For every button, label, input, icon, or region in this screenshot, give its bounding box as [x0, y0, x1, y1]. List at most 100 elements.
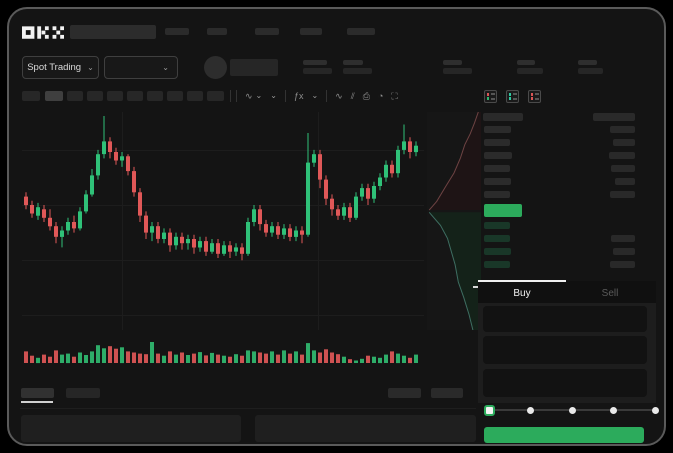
- fullscreen-icon[interactable]: ⛶: [391, 91, 397, 102]
- slider-stop-50[interactable]: [568, 406, 576, 414]
- indicators-icon[interactable]: ƒx: [294, 91, 304, 101]
- chevron-down-icon: ⌄: [255, 91, 263, 100]
- bottom-panel-2: [255, 415, 476, 442]
- ask-amount-placeholder: [609, 152, 635, 159]
- stat-value-placeholder-2: [343, 68, 372, 74]
- bid-price-placeholder[interactable]: [484, 222, 510, 229]
- depth-chart[interactable]: [427, 112, 481, 330]
- orderbook-layout-bids-icon[interactable]: [506, 90, 519, 103]
- gridline: [318, 112, 319, 330]
- slider-stop-75[interactable]: [610, 406, 617, 414]
- nav-item-placeholder-1[interactable]: [165, 28, 189, 35]
- nav-item-placeholder-2[interactable]: [207, 28, 227, 35]
- toolbar-divider: [284, 90, 286, 102]
- candlestick-chart[interactable]: [20, 110, 426, 368]
- orderbook-last-price[interactable]: [484, 204, 522, 217]
- icon-mark: [535, 93, 539, 95]
- nav-item-placeholder-3[interactable]: [255, 28, 279, 35]
- ask-price-placeholder[interactable]: [484, 178, 511, 185]
- timeframe-pill-5[interactable]: [107, 91, 123, 101]
- fullscreen-icon: ⛶: [391, 90, 398, 101]
- gridline: [22, 205, 424, 206]
- timeframe-pill-9[interactable]: [187, 91, 203, 101]
- buy-submit-button[interactable]: [484, 427, 644, 443]
- chart-style-icon: ∿: [245, 90, 253, 101]
- chart-style-icon[interactable]: ∿ ⌄: [245, 91, 262, 102]
- indicator-menu-icon[interactable]: ⌄: [311, 92, 318, 100]
- amount-input[interactable]: [483, 336, 647, 364]
- timeframe-pill-3[interactable]: [67, 91, 83, 101]
- icon-mark: [491, 93, 495, 95]
- bid-price-placeholder[interactable]: [484, 248, 511, 255]
- stat-value-placeholder-3: [443, 68, 472, 74]
- tab-buy[interactable]: Buy: [513, 288, 531, 299]
- orderbook-col-price-placeholder: [483, 113, 523, 121]
- bid-price-placeholder[interactable]: [484, 261, 510, 268]
- bottom-action-placeholder-1[interactable]: [388, 388, 421, 398]
- bid-amount-placeholder: [613, 248, 635, 255]
- icon-mark: [509, 97, 511, 100]
- pair-title-placeholder: [230, 59, 278, 76]
- ask-amount-placeholder: [610, 191, 635, 198]
- toolbar-divider: [236, 90, 237, 102]
- total-input[interactable]: [483, 369, 647, 397]
- okx-logo[interactable]: [22, 26, 64, 40]
- bid-price-placeholder[interactable]: [484, 235, 510, 242]
- ask-price-placeholder[interactable]: [484, 165, 510, 172]
- price-input[interactable]: [483, 306, 647, 332]
- bottom-tab-2[interactable]: [66, 388, 100, 398]
- orderbook-layout-asks-icon[interactable]: [528, 90, 541, 103]
- pair-selector[interactable]: ⌄: [104, 56, 178, 79]
- nav-item-placeholder-4[interactable]: [300, 28, 322, 35]
- app-title-placeholder: [70, 25, 156, 39]
- icon-mark: [531, 97, 533, 100]
- ask-amount-placeholder: [610, 126, 635, 133]
- trendline-tool-icon: ∿: [335, 90, 343, 101]
- ask-amount-placeholder: [613, 139, 635, 146]
- timeframe-pill-4[interactable]: [87, 91, 103, 101]
- interval-menu-icon[interactable]: ⌄: [270, 92, 277, 100]
- timeframe-pill-6[interactable]: [127, 91, 143, 101]
- nav-item-placeholder-5[interactable]: [347, 28, 375, 35]
- slider-handle[interactable]: [483, 404, 495, 416]
- gridline: [22, 315, 424, 316]
- ask-price-placeholder[interactable]: [484, 191, 510, 198]
- chevron-down-icon: ⌄: [162, 62, 169, 72]
- ask-price-placeholder[interactable]: [484, 152, 512, 159]
- ask-price-placeholder[interactable]: [484, 126, 511, 133]
- bottom-tab-1[interactable]: [21, 388, 54, 398]
- icon-mark: [509, 93, 511, 96]
- timeframe-pill-10[interactable]: [207, 91, 224, 101]
- stat-value-placeholder-5: [578, 68, 603, 74]
- timeframe-pill-7[interactable]: [147, 91, 163, 101]
- slider-stop-100[interactable]: [651, 406, 659, 414]
- chevron-down-icon: ⌄: [270, 91, 277, 100]
- timeframe-pill-8[interactable]: [167, 91, 183, 101]
- market-type-selector[interactable]: Spot Trading ⌄: [22, 56, 99, 79]
- bottom-divider: [20, 408, 476, 409]
- gridline: [22, 150, 424, 151]
- icon-mark: [487, 97, 489, 100]
- tab-sell[interactable]: Sell: [601, 288, 619, 299]
- slider-stop-25[interactable]: [527, 406, 534, 414]
- bottom-panel-1: [21, 415, 241, 442]
- gridline: [22, 260, 424, 261]
- orderbook-layout-both-icon[interactable]: [484, 90, 497, 103]
- trendline-tool-icon[interactable]: ∿: [335, 91, 343, 102]
- bottom-action-placeholder-2[interactable]: [431, 388, 463, 398]
- screenshot-icon[interactable]: ⎙: [363, 91, 370, 102]
- ask-price-placeholder[interactable]: [484, 139, 510, 146]
- chevron-down-icon: ⌄: [87, 62, 94, 72]
- settings-icon[interactable]: ◔: [378, 91, 383, 101]
- stat-label-placeholder-4: [517, 60, 535, 65]
- timeframe-pill-1[interactable]: [22, 91, 40, 101]
- bid-amount-placeholder: [611, 235, 635, 242]
- chart-tools: ∿ ⌄ ⌄ ƒx ⌄ ∿ ⫽ ⎙ ◔ ⛶: [236, 88, 398, 104]
- icon-mark: [535, 98, 539, 100]
- stat-label-placeholder-2: [343, 60, 363, 65]
- coin-avatar[interactable]: [204, 56, 227, 79]
- timeframe-pill-2[interactable]: [45, 91, 63, 101]
- last-price-marker: [473, 286, 482, 288]
- compare-icon[interactable]: ⫽: [351, 91, 355, 102]
- icon-mark: [491, 98, 495, 100]
